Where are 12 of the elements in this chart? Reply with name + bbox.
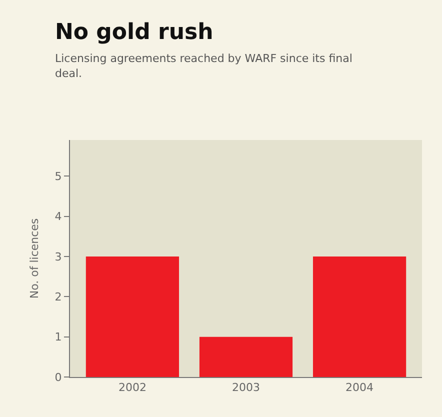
x-tick-label: 2003 (232, 381, 260, 394)
x-tick-label: 2004 (346, 381, 374, 394)
chart-subtitle: Licensing agreements reached by WARF since its final deal. (55, 51, 354, 81)
y-axis-title: No. of licences (28, 218, 41, 299)
y-tick-label: 1 (54, 330, 62, 344)
y-tick-label: 3 (54, 250, 62, 264)
y-tick-label: 2 (54, 290, 62, 304)
chart-title: No gold rush (55, 20, 214, 45)
x-tick-label: 2002 (118, 381, 146, 394)
y-tick-label: 5 (54, 170, 62, 183)
y-tick-label: 0 (54, 370, 62, 384)
y-tick-label: 4 (54, 210, 62, 224)
